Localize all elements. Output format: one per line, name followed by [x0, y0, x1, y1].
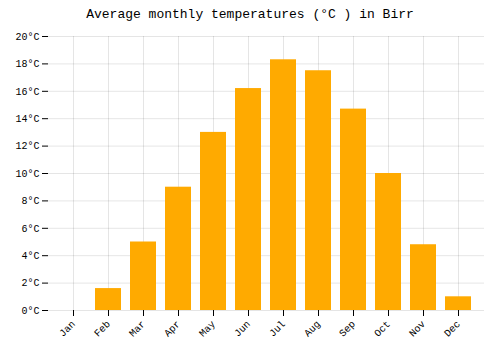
- svg-text:18°C: 18°C: [15, 59, 39, 70]
- svg-text:Oct: Oct: [372, 319, 393, 340]
- svg-text:16°C: 16°C: [15, 87, 39, 98]
- svg-text:Feb: Feb: [92, 319, 113, 340]
- svg-text:12°C: 12°C: [15, 141, 39, 152]
- svg-text:20°C: 20°C: [15, 32, 39, 43]
- svg-text:Nov: Nov: [407, 319, 428, 340]
- svg-text:14°C: 14°C: [15, 114, 39, 125]
- svg-text:10°C: 10°C: [15, 169, 39, 180]
- svg-text:2°C: 2°C: [21, 278, 39, 289]
- svg-text:Aug: Aug: [302, 319, 323, 340]
- svg-text:Jun: Jun: [232, 319, 253, 340]
- svg-text:Apr: Apr: [162, 319, 183, 340]
- svg-text:8°C: 8°C: [21, 196, 39, 207]
- svg-text:Dec: Dec: [442, 319, 463, 340]
- svg-text:4°C: 4°C: [21, 251, 39, 262]
- svg-text:6°C: 6°C: [21, 224, 39, 235]
- svg-text:0°C: 0°C: [21, 306, 39, 317]
- svg-text:Jan: Jan: [57, 319, 78, 340]
- html-text:Average monthly temperatures (: Average monthly temperatures (°C ) in Bi…: [86, 7, 414, 22]
- svg-text:Jul: Jul: [267, 319, 288, 340]
- svg-text:Sep: Sep: [337, 319, 358, 340]
- svg-text:Mar: Mar: [127, 319, 148, 340]
- svg-text:May: May: [197, 319, 218, 340]
